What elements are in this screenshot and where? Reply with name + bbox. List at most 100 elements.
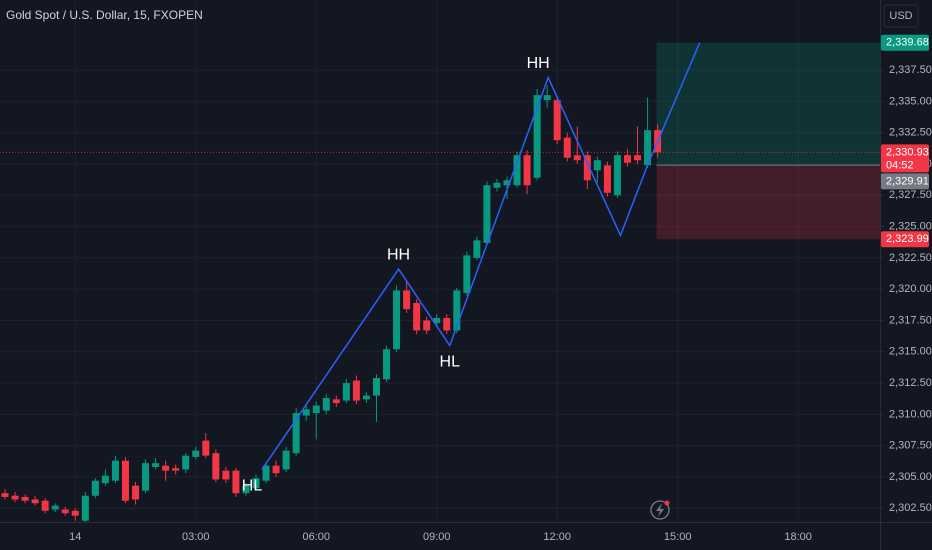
candle-body xyxy=(51,505,59,510)
stop-label-bg xyxy=(881,231,929,248)
currency-button[interactable] xyxy=(883,4,919,28)
alert-icon[interactable] xyxy=(650,500,670,520)
y-tick-label: 2,317.50 xyxy=(889,314,932,326)
target-label-bg xyxy=(881,34,929,51)
candle-body xyxy=(493,182,501,188)
pivot-label: HL xyxy=(242,478,263,495)
candle-body xyxy=(21,496,29,501)
candle-body xyxy=(393,290,401,350)
alert-dot[interactable] xyxy=(664,500,670,506)
candle-body xyxy=(121,460,129,501)
candle-body xyxy=(262,465,270,481)
candle-body xyxy=(172,468,180,471)
currency-label[interactable]: USD xyxy=(889,10,912,22)
candle-body xyxy=(583,155,591,181)
y-tick-label: 2,325.00 xyxy=(889,220,932,232)
candle-body xyxy=(573,155,581,161)
candle-body xyxy=(553,100,561,141)
candle-body xyxy=(603,165,611,193)
candle-body xyxy=(41,500,49,511)
stop-zone xyxy=(656,165,880,240)
candle-body xyxy=(383,349,391,380)
position-tool xyxy=(656,42,880,240)
x-tick-label: 18:00 xyxy=(784,531,812,543)
candle-body xyxy=(292,413,300,454)
x-tick-label: 09:00 xyxy=(423,531,451,543)
x-tick-label: 06:00 xyxy=(302,531,330,543)
entry-label-bg xyxy=(881,173,929,190)
x-tick-label: 15:00 xyxy=(664,531,692,543)
pivot-label: HL xyxy=(440,354,461,371)
countdown: 04:52 xyxy=(886,159,914,171)
candle-body xyxy=(613,155,621,196)
candle-body xyxy=(533,95,541,178)
target-zone xyxy=(656,42,880,166)
chart-title: Gold Spot / U.S. Dollar, 15, FXOPEN xyxy=(6,8,203,22)
candle-body xyxy=(593,160,601,171)
pivot-label: HH xyxy=(387,246,410,263)
y-tick-label: 2,310.00 xyxy=(889,408,932,420)
candle-body xyxy=(312,405,320,414)
candle-body xyxy=(242,485,250,494)
last-price-bg xyxy=(881,144,929,173)
y-tick-label: 2,320.00 xyxy=(889,283,932,295)
y-tick-label: 2,332.50 xyxy=(889,127,932,139)
candle-body xyxy=(342,383,350,401)
candle-body xyxy=(212,453,220,480)
candle-body xyxy=(483,185,491,243)
candle-body xyxy=(222,470,230,480)
candle-body xyxy=(433,317,441,323)
candle-body xyxy=(423,320,431,331)
candle-body xyxy=(101,475,109,484)
candle-body xyxy=(413,302,421,331)
y-tick-label: 2,302.50 xyxy=(889,502,932,514)
alert-bolt[interactable] xyxy=(656,503,664,517)
candle-body xyxy=(322,398,330,411)
candle-body xyxy=(372,378,380,396)
candle-body xyxy=(1,493,9,497)
zigzag-line xyxy=(261,42,701,470)
candle-body xyxy=(192,450,200,457)
candle-body xyxy=(81,495,89,521)
candle-body xyxy=(473,240,481,258)
candle-body xyxy=(623,155,631,163)
candle-body xyxy=(31,499,39,504)
candle-body xyxy=(202,440,210,456)
candle-body xyxy=(252,478,260,489)
y-tick-label: 2,327.50 xyxy=(889,189,932,201)
candle-body xyxy=(61,509,69,514)
candle-body xyxy=(503,180,511,186)
alert-circle[interactable] xyxy=(650,500,670,520)
candle-body xyxy=(634,155,642,161)
candle-body xyxy=(463,255,471,293)
y-tick-label: 2,315.00 xyxy=(889,346,932,358)
candle-body xyxy=(644,130,652,166)
x-tick-label: 12:00 xyxy=(543,531,571,543)
candle-body xyxy=(403,290,411,310)
grid xyxy=(0,0,880,522)
candle-body xyxy=(132,485,140,500)
candle-body xyxy=(142,463,150,491)
entry-label: 2,329.91 xyxy=(886,175,929,187)
y-tick-label: 2,305.00 xyxy=(889,471,932,483)
candle-body xyxy=(352,380,360,401)
candle-body xyxy=(91,480,99,496)
candle-body xyxy=(332,399,340,404)
overlay: HL HH HL HH xyxy=(0,42,880,495)
candle-body xyxy=(453,290,461,331)
candle-body xyxy=(563,137,571,158)
candle-body xyxy=(71,510,79,516)
candle-body xyxy=(272,465,280,474)
target-label: 2,339.68 xyxy=(886,37,929,49)
y-tick-label: 2,307.50 xyxy=(889,440,932,452)
axes: 2,302.50 2,305.00 2,307.50 2,310.00 2,312.50… xyxy=(69,34,932,543)
candle-body xyxy=(523,155,531,186)
candle-body xyxy=(513,155,521,186)
candle-body xyxy=(543,95,551,101)
candle-body xyxy=(162,465,170,471)
x-tick-label: 03:00 xyxy=(182,531,210,543)
stop-label: 2,323.99 xyxy=(886,233,929,245)
y-tick-label: 2,312.50 xyxy=(889,377,932,389)
y-tick-label: 2,337.50 xyxy=(889,64,932,76)
